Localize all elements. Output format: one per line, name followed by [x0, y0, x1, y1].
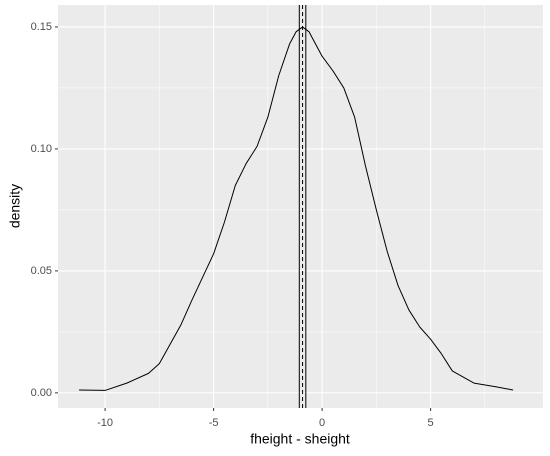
panel — [58, 5, 543, 408]
y-tick-label: 0.05 — [31, 265, 52, 277]
x-tick-label: -5 — [209, 417, 219, 429]
x-tick-label: 0 — [319, 417, 325, 429]
x-tick-label: 5 — [428, 417, 434, 429]
y-tick-label: 0.10 — [31, 143, 52, 155]
x-axis-label: fheight - sheight — [250, 431, 350, 447]
y-tick-label: 0.00 — [31, 387, 52, 399]
y-axis-label: density — [7, 184, 23, 228]
x-tick-label: -10 — [97, 417, 113, 429]
y-tick-label: 0.15 — [31, 21, 52, 33]
